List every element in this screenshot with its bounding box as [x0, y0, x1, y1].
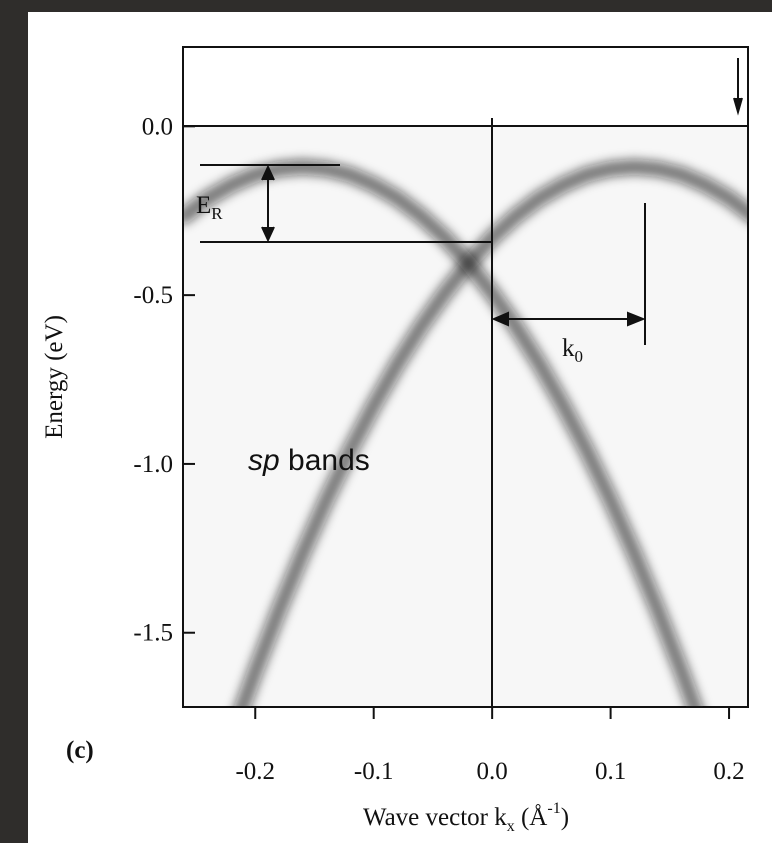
bands-text: bands	[280, 444, 370, 477]
x-tick-label: 0.0	[477, 758, 508, 785]
y-tick-label: -1.0	[133, 451, 173, 478]
k0-main: k	[562, 335, 575, 362]
xlabel-unit: (Å	[515, 804, 548, 831]
xlabel-close: )	[561, 804, 569, 831]
panel-label: (c)	[66, 737, 94, 764]
band	[183, 158, 704, 707]
annotation-lines	[183, 58, 748, 707]
y-tick-label: 0.0	[142, 113, 173, 140]
xlabel-sup: -1	[547, 800, 560, 817]
y-axis-label: Energy (eV)	[41, 315, 68, 439]
er-sub: R	[211, 204, 223, 223]
er-label: ER	[196, 192, 223, 223]
k0-sub: 0	[575, 347, 584, 366]
xlabel-main: Wave vector k	[363, 804, 507, 831]
k0-label: k0	[562, 335, 583, 366]
x-axis-label: Wave vector kx (Å-1)	[363, 800, 569, 835]
y-tick-label: -0.5	[133, 282, 173, 309]
x-tick-label: 0.2	[713, 758, 744, 785]
y-tick-label: -1.5	[133, 620, 173, 647]
xlabel-sub: x	[507, 818, 515, 835]
bands-italic: sp	[248, 444, 280, 477]
er-main: E	[196, 192, 211, 219]
x-tick-label: -0.1	[354, 758, 394, 785]
above-fermi	[184, 48, 747, 126]
bands-label: sp bands	[248, 444, 370, 477]
x-tick-label: -0.2	[235, 758, 275, 785]
x-tick-label: 0.1	[595, 758, 626, 785]
